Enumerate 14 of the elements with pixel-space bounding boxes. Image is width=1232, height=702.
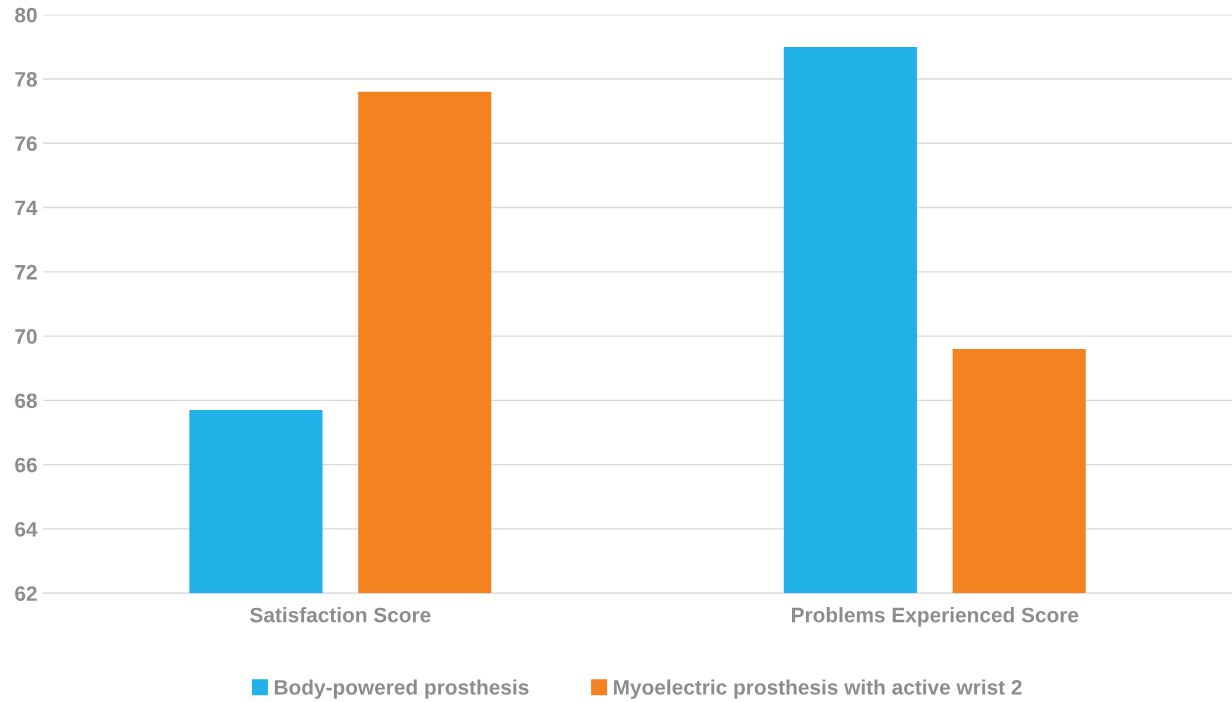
y-tick-label: 70 xyxy=(15,329,37,344)
y-tick-label: 74 xyxy=(15,200,38,216)
y-tick-label: 72 xyxy=(15,264,37,280)
y-tick-label: 80 xyxy=(15,7,37,23)
y-tick-label: 66 xyxy=(15,457,37,473)
y-tick-label: 76 xyxy=(15,136,37,152)
legend-label: Myoelectric prosthesis with active wrist 2 xyxy=(614,679,1022,699)
x-tick-label: Problems Experienced Score xyxy=(792,607,1079,627)
x-tick-label: Satisfaction Score xyxy=(250,607,431,623)
legend-label: Body-powered prosthesis xyxy=(274,679,529,699)
y-tick-label: 62 xyxy=(15,586,37,601)
y-tick-label: 64 xyxy=(15,521,38,537)
y-tick-label: 68 xyxy=(15,393,37,409)
y-tick-label: 78 xyxy=(15,72,37,87)
